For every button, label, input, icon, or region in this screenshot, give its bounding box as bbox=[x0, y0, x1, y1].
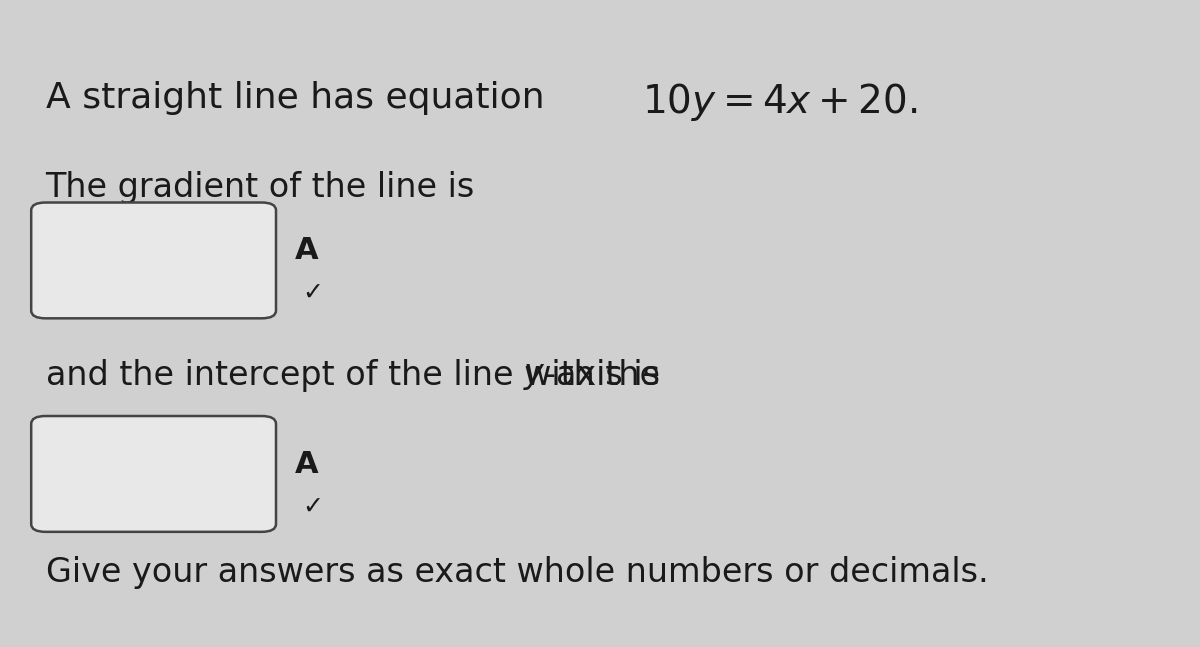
FancyBboxPatch shape bbox=[31, 203, 276, 318]
Text: and the intercept of the line with the: and the intercept of the line with the bbox=[46, 359, 671, 392]
Text: -axis is: -axis is bbox=[544, 359, 660, 392]
Text: $10y = 4x + 20.$: $10y = 4x + 20.$ bbox=[642, 81, 917, 123]
FancyBboxPatch shape bbox=[31, 416, 276, 532]
Text: A: A bbox=[295, 236, 319, 265]
Text: Give your answers as exact whole numbers or decimals.: Give your answers as exact whole numbers… bbox=[46, 556, 989, 589]
Text: ✓: ✓ bbox=[302, 494, 324, 518]
Text: A straight line has equation: A straight line has equation bbox=[46, 81, 545, 115]
Text: $y$: $y$ bbox=[523, 359, 546, 392]
Text: The gradient of the line is: The gradient of the line is bbox=[46, 171, 475, 204]
Text: ✓: ✓ bbox=[302, 281, 324, 305]
Text: A: A bbox=[295, 450, 319, 479]
